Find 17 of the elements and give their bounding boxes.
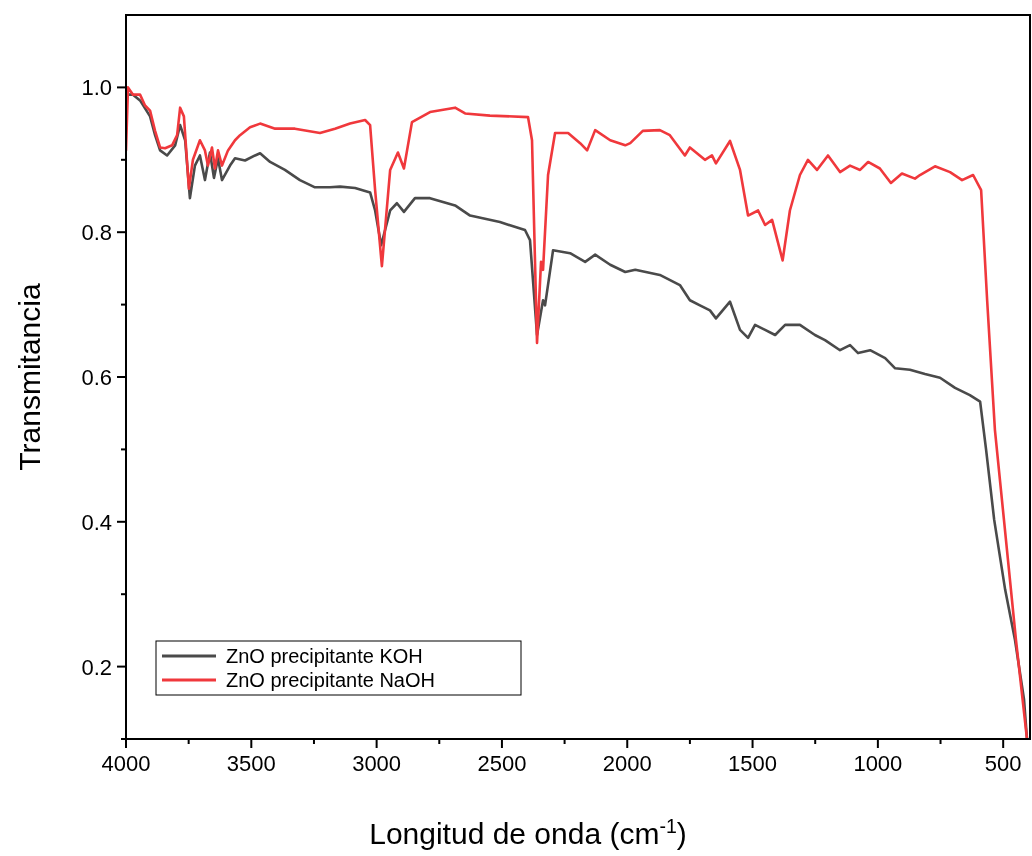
- y-tick-label: 0.8: [81, 220, 112, 246]
- x-tick-label: 500: [984, 751, 1022, 776]
- x-tick-label: 1000: [853, 751, 903, 776]
- x-tick-label: 4000: [101, 751, 151, 776]
- x-tick-label: 3000: [352, 751, 402, 776]
- x-tick-label: 2000: [602, 751, 652, 776]
- legend-label: ZnO precipitante KOH: [226, 645, 423, 667]
- x-tick-label: 3500: [226, 751, 276, 776]
- y-tick-label: 0.2: [81, 654, 112, 680]
- y-tick-label: 1.0: [81, 75, 112, 101]
- x-axis-title: Longitud de onda (cm$^{-1}$): [369, 815, 687, 850]
- x-tick-label: 1500: [728, 751, 778, 776]
- y-tick-label: 0.6: [81, 365, 112, 390]
- y-axis-title: Transmitancia: [13, 283, 46, 471]
- legend-label: ZnO precipitante NaOH: [226, 669, 435, 691]
- y-tick-label: 0.4: [81, 509, 112, 535]
- x-tick-label: 2500: [477, 751, 527, 776]
